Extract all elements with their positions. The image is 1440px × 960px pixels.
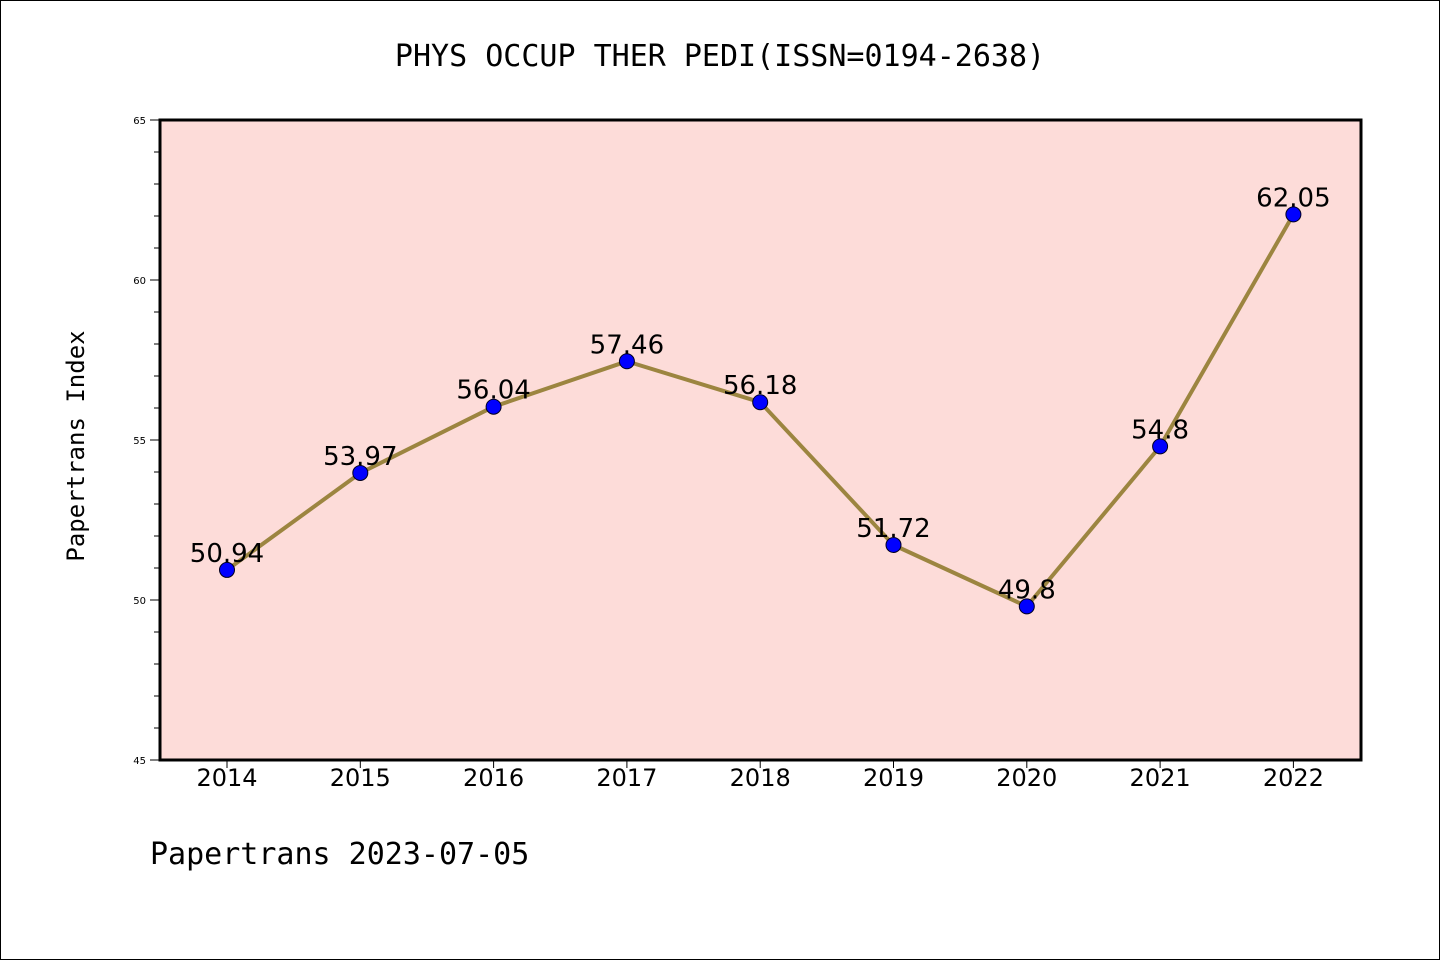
data-label-2015: 53.97 xyxy=(323,442,397,472)
x-tick-label: 2015 xyxy=(330,764,391,792)
data-label-2022: 62.05 xyxy=(1256,183,1330,213)
data-points xyxy=(219,206,1302,615)
data-point-2016 xyxy=(485,398,502,415)
y-axis-label: Papertrans Index xyxy=(62,330,90,561)
data-label-2014: 50.94 xyxy=(190,539,264,569)
x-tick-label: 2014 xyxy=(196,764,257,792)
x-axis: 2014 2015 2016 2017 2018 2019 2020 2021 2022 xyxy=(196,760,1324,792)
data-point-2022 xyxy=(1285,206,1302,223)
data-label-2019: 51.72 xyxy=(856,514,930,544)
data-point-2018 xyxy=(752,394,769,411)
data-point-2020 xyxy=(1018,598,1035,615)
data-point-2021 xyxy=(1152,438,1169,455)
x-tick-label: 2016 xyxy=(463,764,524,792)
x-tick-label: 2021 xyxy=(1130,764,1191,792)
data-label-2018: 56.18 xyxy=(723,371,797,401)
x-tick-label: 2019 xyxy=(863,764,924,792)
data-label-2016: 56.04 xyxy=(456,376,530,406)
data-label-2020: 49.8 xyxy=(998,575,1056,605)
x-tick-label: 2020 xyxy=(996,764,1057,792)
data-point-2017 xyxy=(618,353,635,370)
x-tick-label: 2018 xyxy=(730,764,791,792)
data-point-2014 xyxy=(219,561,235,578)
data-label-2021: 54.8 xyxy=(1131,415,1189,445)
y-tick-label: 50 xyxy=(133,596,146,607)
data-label-2017: 57.46 xyxy=(590,330,664,360)
data-labels: 50.94 53.97 56.04 57.46 56.18 51.72 49.8 54.8 62… xyxy=(190,183,1331,605)
y-axis: 45 50 55 60 65 xyxy=(133,116,160,767)
footer-date: Papertrans 2023-07-05 xyxy=(150,837,529,872)
chart-title: PHYS OCCUP THER PEDI(ISSN=0194-2638) xyxy=(395,39,1045,74)
x-tick-label: 2022 xyxy=(1263,764,1324,792)
y-tick-label: 55 xyxy=(133,436,146,447)
data-point-2019 xyxy=(885,536,902,553)
data-point-2015 xyxy=(352,464,369,481)
y-tick-label: 45 xyxy=(133,756,146,767)
y-tick-label: 60 xyxy=(133,276,146,287)
x-tick-label: 2017 xyxy=(596,764,657,792)
y-tick-label: 65 xyxy=(133,116,146,127)
